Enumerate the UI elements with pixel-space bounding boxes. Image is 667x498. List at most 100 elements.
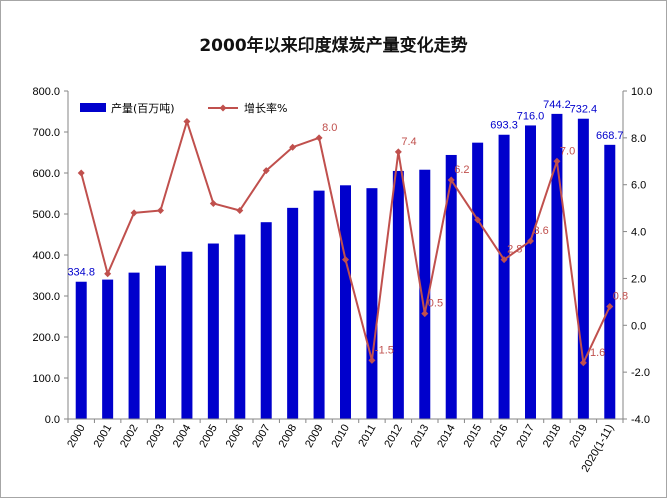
bar (498, 134, 510, 419)
x-tick-label: 2017 (514, 423, 537, 450)
x-tick-label: 2014 (435, 423, 458, 450)
growth-marker (447, 176, 455, 184)
x-tick-label: 2008 (277, 423, 300, 450)
x-tick-label: 2000 (65, 423, 88, 450)
x-tick-label: 2018 (541, 423, 564, 450)
y-right-tick-label: 6.0 (631, 180, 646, 192)
growth-marker (342, 256, 349, 264)
bar-data-label: 716.0 (517, 110, 545, 122)
bar (392, 170, 404, 419)
y-right-tick-label: 10.0 (631, 86, 652, 98)
bar (577, 118, 589, 419)
growth-marker (474, 216, 482, 224)
growth-marker (606, 303, 614, 311)
bar (366, 188, 378, 419)
legend-bar-label: 产量(百万吨) (111, 101, 175, 115)
y-right-tick-label: -4.0 (631, 414, 650, 426)
x-tick-label: 2007 (250, 423, 273, 450)
line-data-label: 2.8 (507, 244, 522, 256)
line-data-label: -1.5 (375, 344, 394, 356)
x-tick-label: 2004 (171, 423, 194, 450)
chart-title: 2000年以来印度煤炭产量变化走势 (199, 36, 468, 56)
line-data-label: 7.4 (401, 136, 416, 148)
x-tick-label: 2003 (144, 423, 167, 450)
legend-bar-swatch (80, 103, 106, 112)
growth-marker (236, 206, 244, 214)
legend-line-marker (219, 104, 227, 112)
line-data-label: 6.2 (454, 164, 469, 176)
growth-marker (394, 148, 402, 156)
line-data-label: 7.0 (560, 145, 575, 157)
y-left-tick-label: 0.0 (45, 414, 60, 426)
y-left-tick-label: 700.0 (32, 127, 60, 139)
x-tick-label: 2011 (356, 423, 378, 449)
axes: 0.0 100.0 200.0 300.0 400.0 500.0 600.0 700.0 80… (32, 86, 652, 474)
bar (604, 144, 616, 419)
x-tick-label: 2001 (92, 423, 115, 450)
bar (181, 251, 193, 419)
y-left-tick-label: 500.0 (32, 209, 60, 221)
growth-marker (368, 356, 376, 364)
growth-marker (77, 169, 85, 177)
bar (472, 142, 484, 419)
bar (128, 272, 140, 419)
line-series (77, 117, 614, 367)
y-right-tick-label: 4.0 (631, 227, 646, 239)
bar (525, 125, 536, 419)
growth-marker (315, 134, 323, 142)
bar (287, 207, 299, 419)
growth-marker (157, 206, 164, 214)
growth-marker (500, 256, 508, 264)
bar (75, 281, 87, 419)
growth-marker (527, 237, 534, 245)
x-tick-label: 2016 (488, 422, 511, 449)
y-left-tick-label: 100.0 (32, 373, 60, 385)
y-right-tick-label: 0.0 (631, 320, 646, 332)
line-data-label: 0.5 (428, 298, 443, 310)
y-left-tick-label: 300.0 (32, 291, 60, 303)
bar-data-label: 334.8 (67, 267, 95, 279)
bar (313, 190, 325, 419)
x-tick-label: 2006 (224, 423, 247, 450)
x-tick-label: 2015 (462, 423, 485, 450)
bar-data-label: 732.4 (570, 104, 598, 116)
bar (207, 243, 219, 419)
y-right-tick-label: 2.0 (631, 273, 646, 285)
bar (102, 279, 114, 419)
bar (445, 154, 457, 419)
x-tick-label: 2009 (303, 423, 326, 450)
legend-line-label: 增长率% (244, 101, 287, 115)
growth-marker (130, 209, 138, 217)
y-right-tick-label: -2.0 (631, 367, 650, 379)
bar-data-label: 744.2 (543, 99, 571, 111)
bar-data-label: 693.3 (490, 120, 518, 132)
growth-marker (421, 310, 429, 318)
x-tick-label: 2012 (382, 423, 405, 450)
y-right-tick-label: 8.0 (631, 133, 646, 145)
growth-marker (262, 167, 270, 175)
growth-marker (104, 270, 112, 278)
growth-marker (579, 359, 587, 367)
bar (419, 169, 431, 419)
y-left-tick-label: 600.0 (32, 168, 60, 180)
x-tick-label: 2005 (197, 423, 220, 450)
line-data-label: 3.6 (534, 225, 549, 237)
y-left-tick-label: 200.0 (32, 332, 60, 344)
y-left-tick-label: 800.0 (32, 86, 60, 98)
x-tick-label: 2002 (118, 423, 141, 450)
bar (234, 234, 246, 419)
legend: 产量(百万吨) 增长率% (80, 101, 287, 115)
line-data-label: 0.8 (613, 291, 628, 303)
growth-marker (289, 143, 297, 151)
y-left-tick-label: 400.0 (32, 250, 60, 262)
x-tick-label: 2010 (329, 423, 352, 450)
growth-marker (209, 199, 217, 207)
line-data-label: -1.6 (586, 347, 605, 359)
bar (551, 113, 563, 420)
growth-marker (183, 117, 191, 125)
x-tick-label: 2019 (567, 423, 590, 450)
bar (155, 265, 166, 419)
bar (260, 222, 272, 419)
